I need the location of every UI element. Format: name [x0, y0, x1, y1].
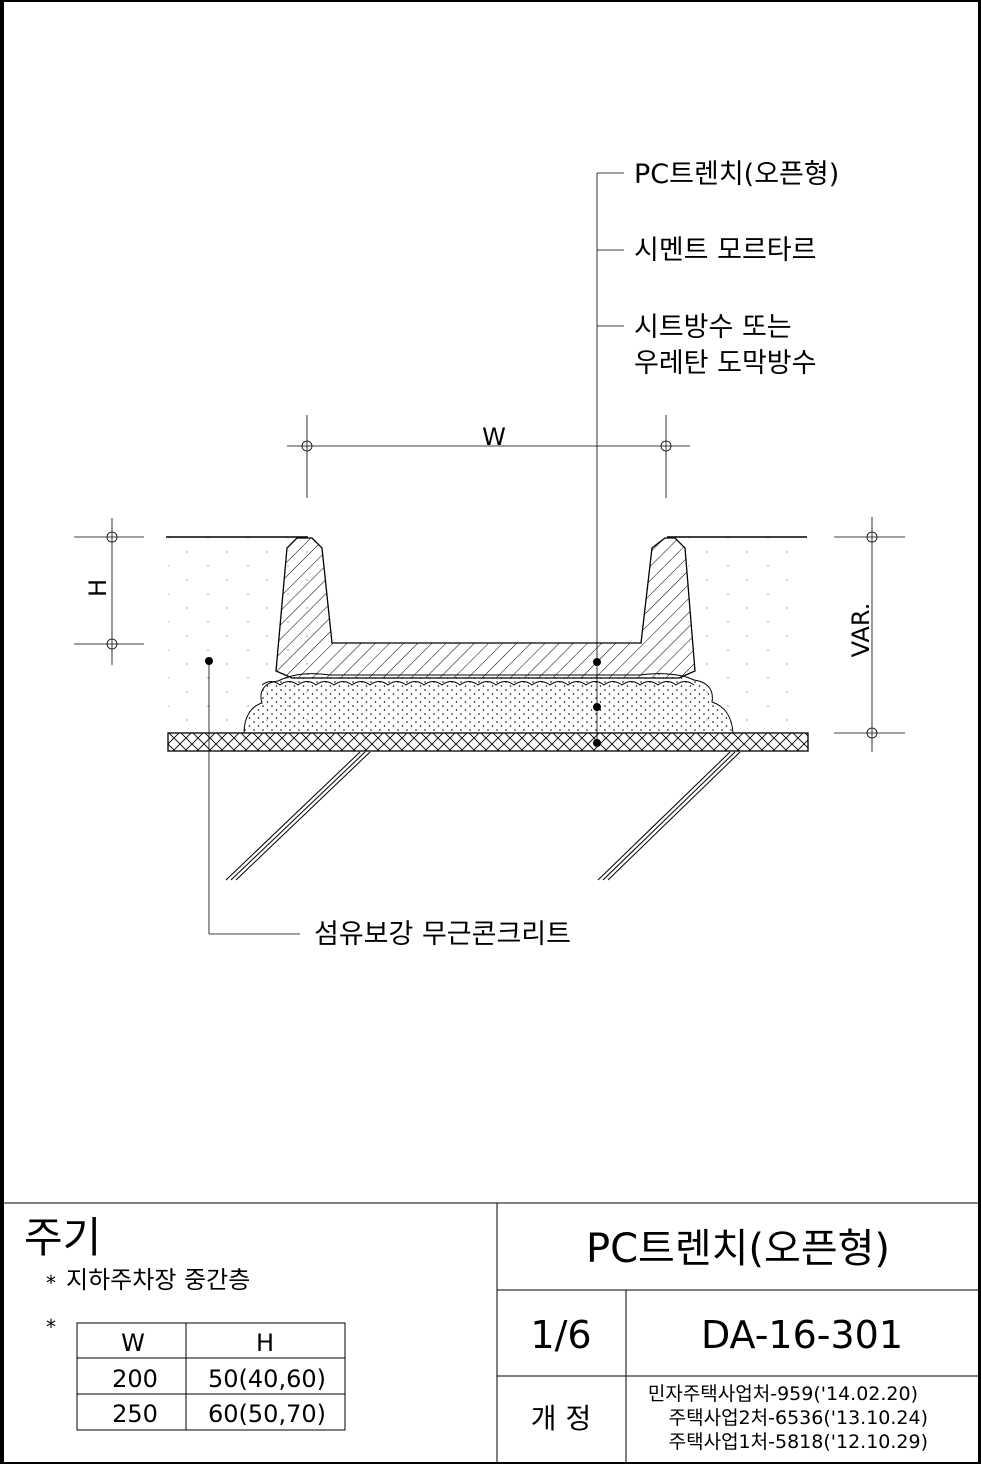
title-block: [4, 1202, 978, 1462]
sheet-number: 1/6: [530, 1313, 591, 1357]
notes-title: 주기: [24, 1213, 101, 1262]
var-label: VAR.: [847, 603, 875, 658]
cement-mortar-bed: [243, 673, 734, 734]
revision-1: 민자주택사업처-959('14.02.20): [648, 1383, 918, 1405]
table-header-h: H: [256, 1329, 274, 1357]
waterproof-label-line2: 우레탄 도막방수: [634, 348, 816, 379]
height-dimension: [74, 518, 144, 665]
table-header-w: W: [121, 1329, 145, 1357]
fiber-concrete-label: 섬유보강 무근콘크리트: [314, 919, 571, 950]
drawing-code: DA-16-301: [701, 1313, 903, 1357]
note-mark-1: *: [46, 1271, 56, 1295]
revision-label: 개 정: [531, 1402, 591, 1435]
pc-trench-body: [275, 537, 696, 679]
revision-3: 주택사업1처-5818('12.10.29): [669, 1431, 928, 1453]
table-cell-r1-w: 200: [112, 1365, 158, 1393]
leader-lines: [208, 172, 624, 935]
notes-table: [76, 1322, 346, 1431]
cement-mortar-label: 시멘트 모르타르: [634, 235, 816, 266]
table-cell-r2-w: 250: [112, 1400, 158, 1428]
waterproof-layer: [167, 732, 809, 752]
note-text-1: 지하주차장 중간층: [66, 1266, 250, 1294]
table-cell-r2-h: 60(50,70): [208, 1400, 326, 1428]
pc-trench-label: PC트렌치(오픈형): [634, 159, 839, 190]
title-block-title: PC트렌치(오픈형): [586, 1226, 890, 1272]
width-dimension: [287, 415, 690, 498]
revision-2: 주택사업2처-6536('13.10.24): [669, 1407, 928, 1429]
waterproof-label-line1: 시트방수 또는: [634, 312, 792, 343]
width-label: W: [482, 423, 506, 451]
note-mark-2: *: [46, 1315, 56, 1339]
table-cell-r1-h: 50(40,60): [208, 1365, 326, 1393]
height-label: H: [84, 579, 112, 597]
var-dimension: [834, 517, 905, 752]
slab-break-lines: [225, 751, 741, 881]
